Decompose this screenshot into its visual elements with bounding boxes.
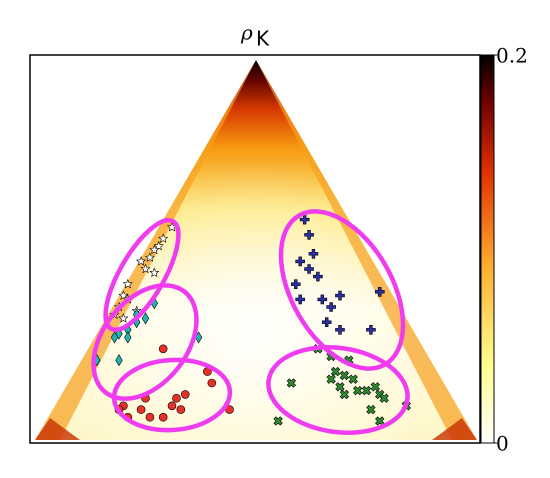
point xyxy=(299,214,310,225)
point xyxy=(149,244,160,255)
point xyxy=(141,312,150,325)
point xyxy=(339,389,350,400)
point xyxy=(115,354,123,367)
point xyxy=(361,385,372,396)
point xyxy=(118,313,129,323)
point xyxy=(145,412,155,422)
point xyxy=(153,240,164,251)
point xyxy=(335,290,345,301)
point xyxy=(176,405,186,414)
point xyxy=(110,331,119,344)
point xyxy=(379,393,389,403)
point xyxy=(290,279,301,289)
point xyxy=(273,416,283,426)
cluster-outlines xyxy=(91,209,410,435)
point xyxy=(158,344,168,354)
point xyxy=(366,325,376,335)
point xyxy=(308,249,319,259)
point xyxy=(326,302,336,312)
point xyxy=(144,252,155,262)
point xyxy=(370,382,381,392)
point xyxy=(326,374,336,384)
point xyxy=(374,287,385,297)
point xyxy=(118,290,129,300)
point xyxy=(207,378,217,388)
colorbar-tick-label: 0 xyxy=(496,432,509,456)
point xyxy=(158,412,168,422)
point xyxy=(375,416,385,426)
point xyxy=(140,263,151,274)
point xyxy=(304,230,314,240)
point xyxy=(317,294,328,305)
point xyxy=(321,317,332,327)
title-symbol: ρ xyxy=(240,21,253,45)
point xyxy=(366,404,376,415)
point xyxy=(136,405,146,414)
point xyxy=(295,256,305,267)
point xyxy=(295,294,305,305)
point xyxy=(167,401,177,411)
point xyxy=(348,374,358,384)
point xyxy=(313,271,323,282)
point xyxy=(172,393,181,403)
point xyxy=(335,382,345,392)
point xyxy=(335,325,345,335)
title-subscript: K xyxy=(256,27,270,51)
point xyxy=(149,267,160,278)
point xyxy=(304,264,314,274)
point xyxy=(352,385,363,396)
colorbar xyxy=(480,54,495,444)
point xyxy=(180,390,190,399)
point xyxy=(122,278,133,289)
colorbar-tick-label: 0.2 xyxy=(496,44,528,68)
point xyxy=(124,331,132,344)
point xyxy=(286,378,297,388)
point xyxy=(339,370,350,381)
point xyxy=(158,233,169,243)
point xyxy=(136,256,147,266)
